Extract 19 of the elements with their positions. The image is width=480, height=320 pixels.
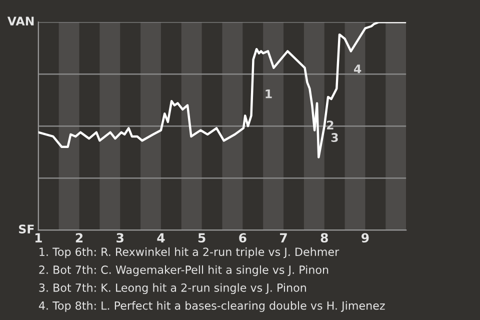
x-tick-label: 7 [280, 233, 287, 242]
annotation: 4 [354, 64, 362, 74]
x-tick-label: 6 [239, 233, 246, 243]
x-tick-label: 4 [157, 233, 165, 242]
text: 1. Top 6th: R. Rexwinkel hit a 2-run triple vs J. Dehmer [40, 247, 340, 258]
annotation: 3 [331, 133, 338, 142]
x-tick-label: 3 [116, 233, 124, 243]
text: 3. Bot 7th: K. Leong hit a 2-run single vs J. Pinon [39, 283, 306, 294]
annotation: 1 [266, 90, 272, 98]
text: 2. Bot 7th: C. Wagemaker-Pell hit a single vs J. Pinon [39, 265, 328, 276]
x-tick-label: 5 [198, 233, 206, 243]
text: SF [19, 224, 34, 234]
text: 4. Top 8th: L. Perfect hit a bases-clearing double vs H. Jimenez [38, 301, 385, 312]
x-tick-label: 9 [362, 233, 369, 243]
x-tick-label: 1 [35, 233, 42, 242]
annotation: 2 [327, 120, 334, 130]
x-tick-label: 8 [320, 233, 328, 243]
x-tick-label: 2 [76, 233, 83, 242]
text: VAN [7, 16, 34, 26]
